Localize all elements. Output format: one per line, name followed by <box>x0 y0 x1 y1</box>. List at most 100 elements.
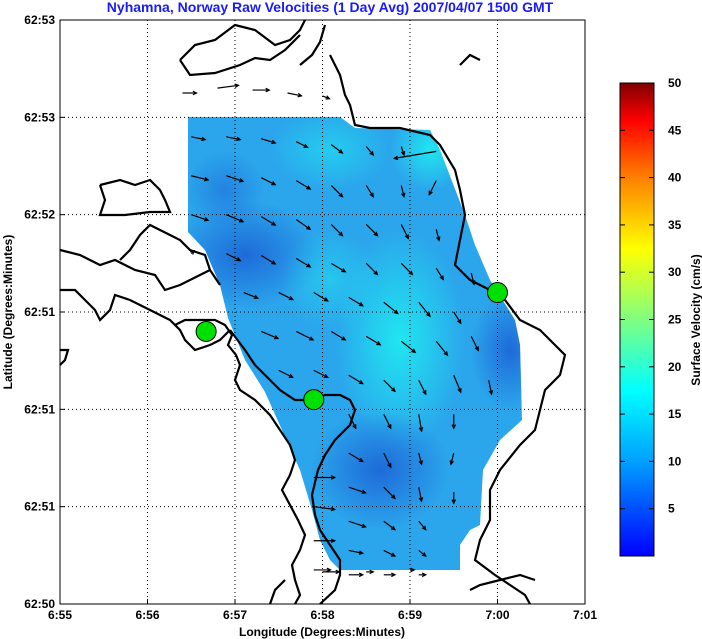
y-tick-label: 62:51 <box>24 402 55 416</box>
x-axis: 6:55 6:56 6:57 6:58 6:59 7:00 7:01 <box>48 599 597 622</box>
velocity-vector <box>418 379 427 396</box>
velocity-vector <box>278 369 294 379</box>
radar-site-marker <box>303 389 325 411</box>
velocity-vector <box>226 175 245 183</box>
colorbar-tick-label: 25 <box>668 313 682 327</box>
velocity-vectors <box>182 83 494 578</box>
colorbar-label: Surface Velocity (cm/s) <box>689 254 702 385</box>
velocity-vector <box>383 379 396 393</box>
x-tick-label: 6:56 <box>135 608 159 622</box>
velocity-vector <box>191 214 210 222</box>
velocity-vector <box>348 452 364 463</box>
x-tick-label: 7:01 <box>573 608 597 622</box>
velocity-vector <box>295 141 309 148</box>
velocity-vector <box>383 413 392 430</box>
velocity-vector <box>348 572 365 578</box>
velocity-vector <box>260 216 277 226</box>
velocity-vector <box>348 549 365 555</box>
grid <box>60 20 585 604</box>
velocity-vector <box>418 572 428 578</box>
colorbar: 5 10 15 20 25 30 35 40 45 50 Surface Velocity (cm… <box>619 76 702 557</box>
velocity-vector <box>418 414 424 433</box>
velocity-vector <box>453 375 462 394</box>
velocity-vector <box>313 292 329 302</box>
velocity-vector <box>383 549 397 557</box>
y-tick-label: 62:52 <box>24 208 55 222</box>
velocity-vector <box>400 185 406 199</box>
x-tick-label: 6:59 <box>398 608 422 622</box>
y-tick-label: 62:51 <box>24 500 55 514</box>
colorbar-tick-label: 40 <box>668 171 682 185</box>
velocity-vector <box>313 475 337 480</box>
velocity-vector <box>217 83 240 89</box>
velocity-vector <box>191 175 210 182</box>
y-tick-label: 62:51 <box>24 305 55 319</box>
velocity-vector <box>383 572 397 578</box>
velocity-vector <box>400 146 406 157</box>
velocity-vector <box>260 255 277 265</box>
velocity-vector <box>451 492 457 505</box>
x-tick-label: 7:00 <box>485 608 509 622</box>
colorbar-tick-label: 20 <box>668 360 682 374</box>
velocity-vector <box>295 257 312 268</box>
x-tick-label: 6:58 <box>310 608 334 622</box>
velocity-vector <box>348 296 364 307</box>
velocity-vector <box>410 567 416 573</box>
radar-site-marker <box>195 320 217 342</box>
velocity-vector <box>418 549 427 557</box>
radar-sites <box>195 282 508 411</box>
velocity-vector <box>261 138 277 145</box>
velocity-vector <box>418 487 424 503</box>
velocity-vector <box>418 452 423 466</box>
velocity-vector <box>435 267 444 281</box>
velocity-vector <box>400 340 417 354</box>
x-tick-label: 6:57 <box>223 608 247 622</box>
colorbar-tick-label: 10 <box>668 454 682 468</box>
velocity-vector <box>365 185 374 198</box>
velocity-vector <box>365 262 379 276</box>
velocity-vector <box>330 185 344 198</box>
velocity-vector <box>400 262 414 276</box>
radar-site-marker <box>487 282 508 304</box>
velocity-vector <box>418 301 431 318</box>
velocity-vector <box>295 180 312 190</box>
y-tick-label: 62:50 <box>24 597 55 611</box>
velocity-vector <box>435 229 441 242</box>
velocity-vector <box>330 262 347 273</box>
velocity-vector <box>488 380 494 396</box>
velocity-vector <box>330 144 344 154</box>
y-tick-label: 62:53 <box>24 110 55 124</box>
velocity-vector <box>330 223 344 237</box>
y-axis: 62:53 62:53 62:52 62:51 62:51 62:51 62:50 <box>24 13 65 611</box>
velocity-vector <box>383 452 392 469</box>
colorbar-tick-label: 45 <box>668 123 682 137</box>
velocity-vector <box>330 330 347 341</box>
velocity-vector <box>295 219 312 231</box>
colorbar-tick-label: 5 <box>668 502 675 516</box>
velocity-vector <box>400 224 409 240</box>
velocity-vector <box>348 520 367 528</box>
velocity-vector <box>383 520 397 531</box>
velocity-vector <box>435 340 449 357</box>
velocity-vector <box>278 291 294 301</box>
velocity-vector <box>449 452 455 466</box>
colorbar-tick-label: 15 <box>668 407 682 421</box>
velocity-vector <box>348 486 367 494</box>
velocity-vector <box>453 311 462 325</box>
velocity-vector <box>418 520 427 531</box>
coastline <box>59 19 567 605</box>
velocity-vector <box>295 330 315 341</box>
colorbar-ticks: 5 10 15 20 25 30 35 40 45 50 <box>620 76 682 516</box>
velocity-vector <box>252 87 271 93</box>
velocity-vector <box>383 301 399 315</box>
velocity-vector <box>470 272 476 286</box>
velocity-vector <box>313 567 332 573</box>
velocity-vector <box>225 253 242 262</box>
x-tick-label: 6:55 <box>48 608 72 622</box>
y-tick-label: 62:53 <box>24 13 55 27</box>
velocity-vector <box>261 330 280 340</box>
velocity-vector <box>182 90 198 96</box>
velocity-vector <box>191 136 207 142</box>
velocity-vector <box>348 374 364 385</box>
